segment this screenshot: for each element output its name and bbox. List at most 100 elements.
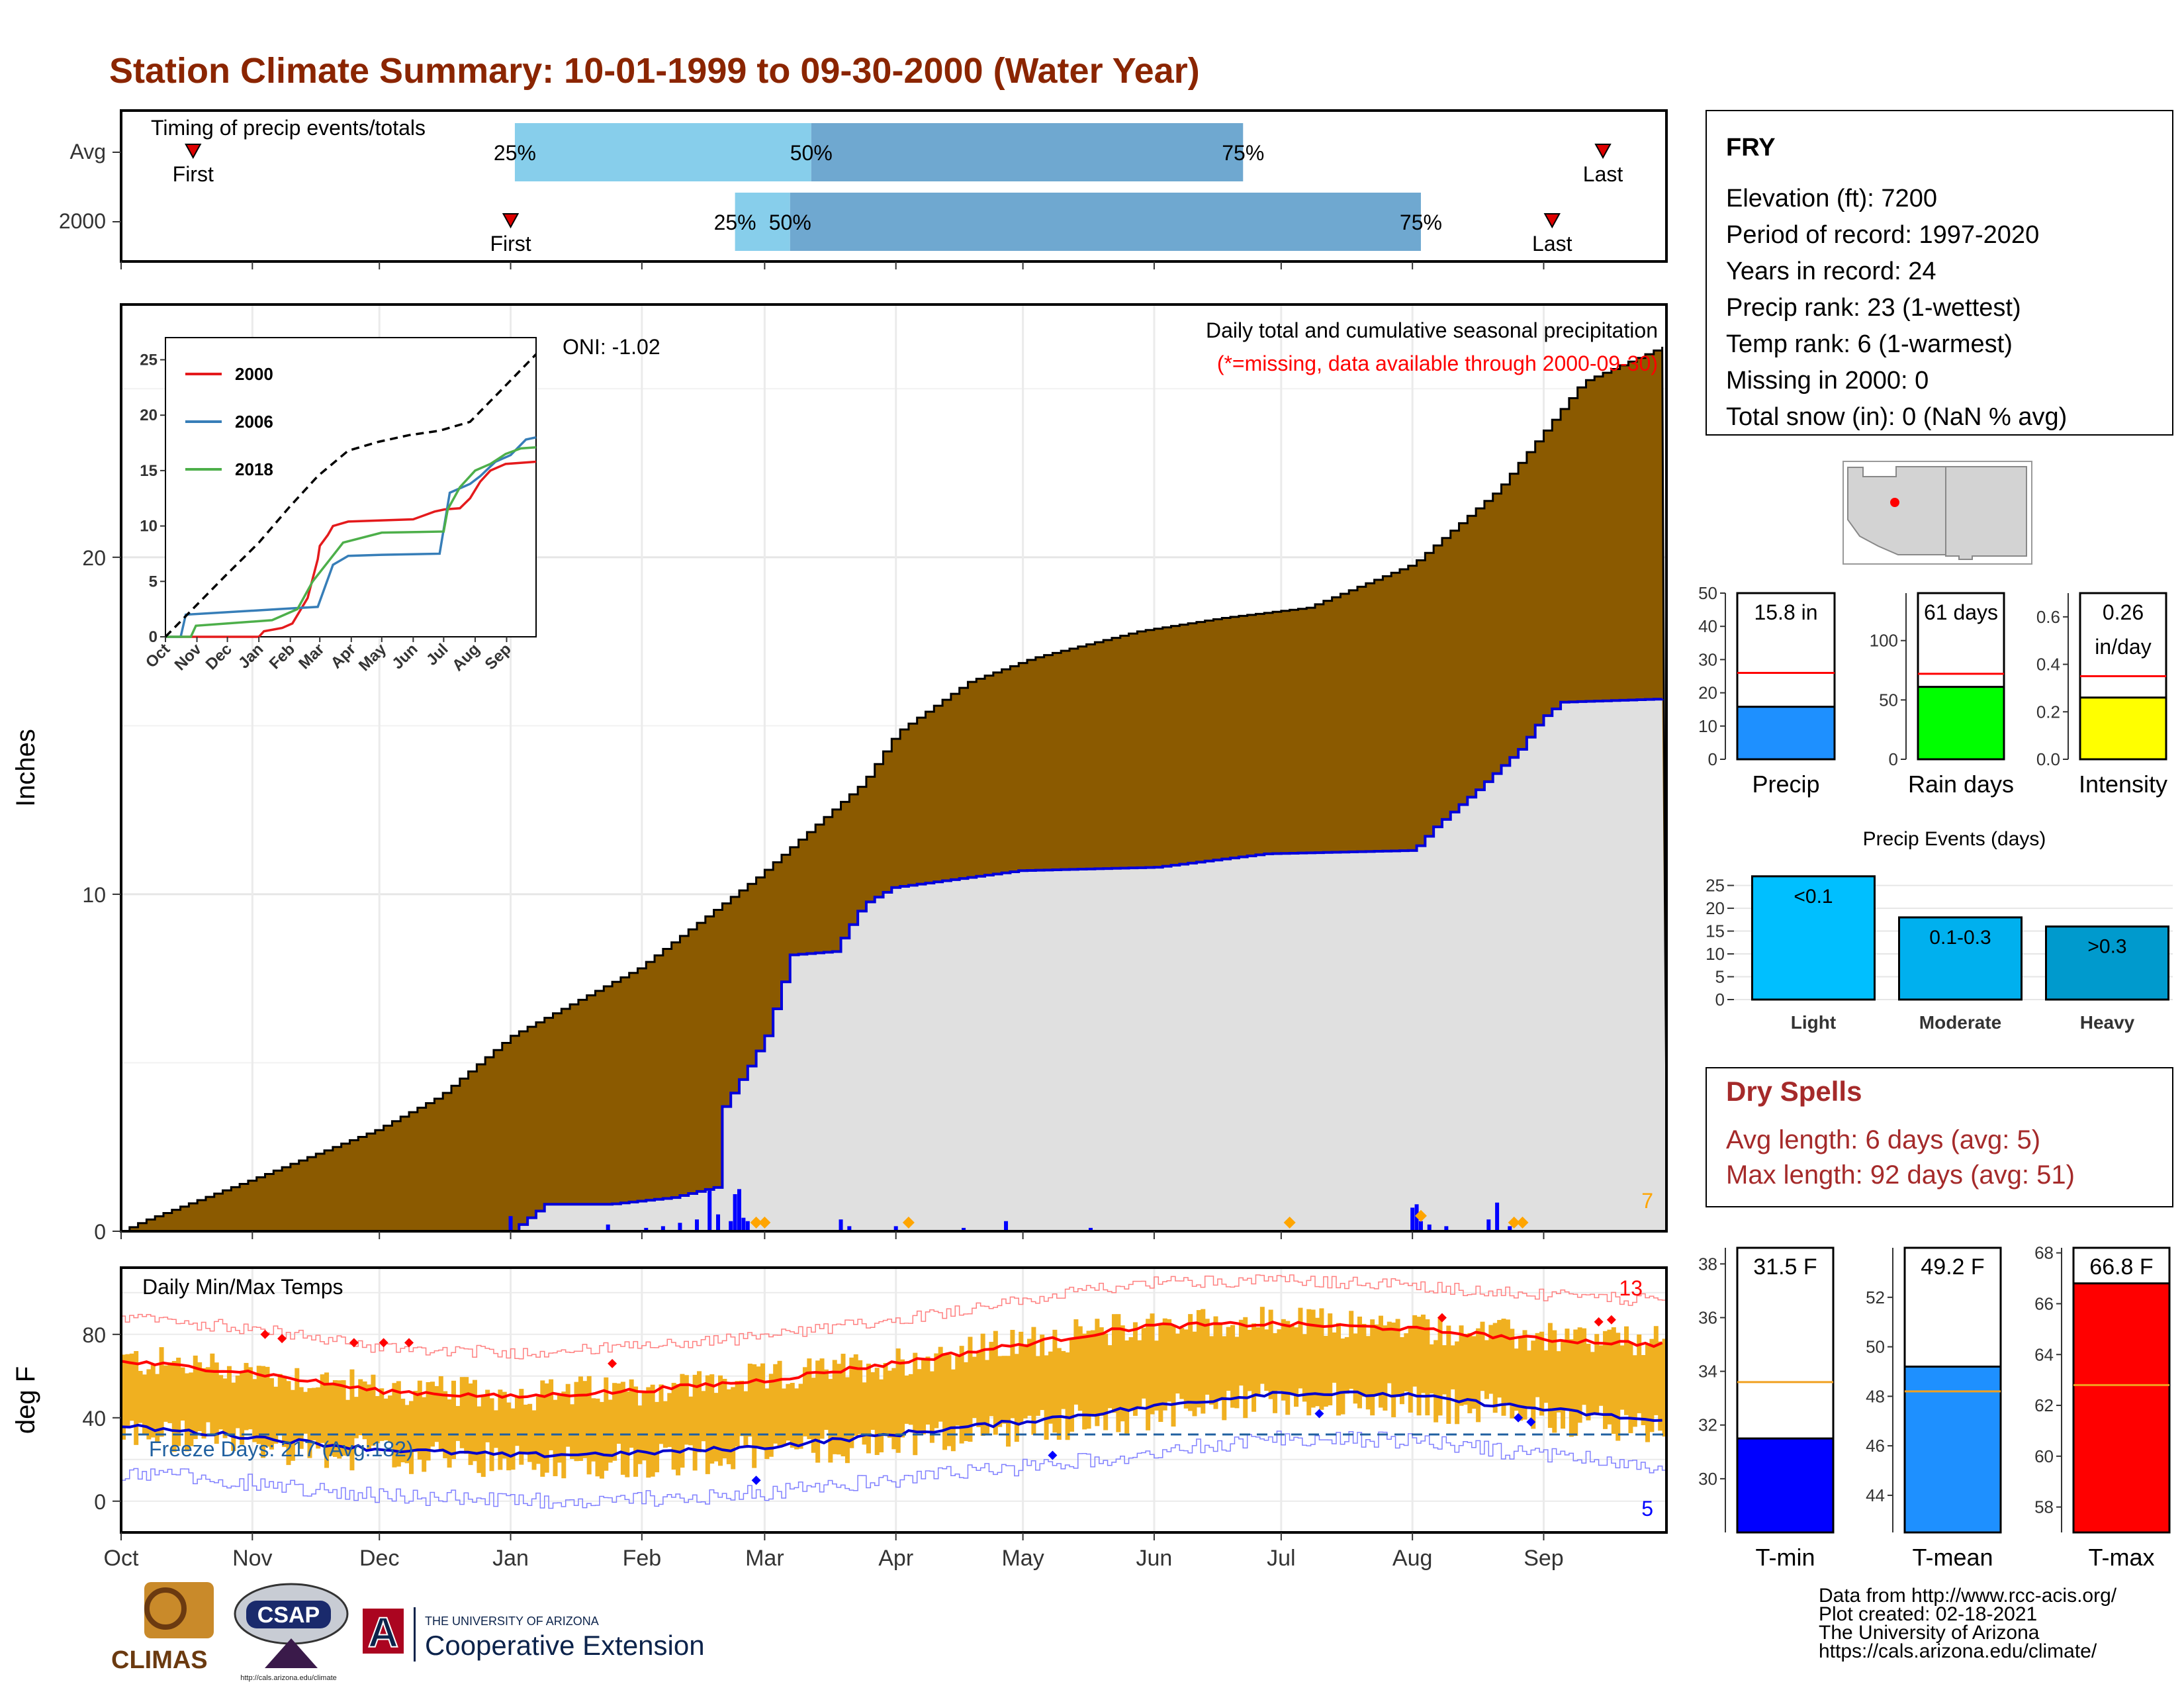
daily-temp-range-bar xyxy=(929,1371,934,1443)
mini-chart-t-min: 30 32 34 36 38 31.5 F T-min xyxy=(1698,1246,1835,1571)
daily-temp-range-bar xyxy=(1505,1319,1510,1403)
precip-events-y-tick-label: 20 xyxy=(1706,898,1725,918)
record-high-marker xyxy=(379,1338,388,1348)
daily-precip-bar xyxy=(1427,1224,1432,1231)
daily-temp-range-bar xyxy=(1001,1356,1007,1424)
record-high-marker xyxy=(608,1358,617,1368)
daily-temp-range-bar xyxy=(1391,1322,1396,1417)
daily-precip-bar xyxy=(1486,1219,1491,1231)
daily-temp-range-bar xyxy=(1319,1308,1324,1410)
daily-temp-range-bar xyxy=(955,1354,960,1426)
daily-temp-range-bar xyxy=(176,1357,181,1446)
daily-temp-range-bar xyxy=(197,1362,203,1431)
mini-chart-y-tick-label: 50 xyxy=(1698,583,1717,603)
station-name: FRY xyxy=(1726,134,1776,162)
mini-chart-value-label: 31.5 F xyxy=(1753,1254,1817,1280)
dry-spells-avg: Avg length: 6 days (avg: 5) xyxy=(1726,1125,2040,1154)
daily-temp-range-bar xyxy=(946,1354,952,1446)
daily-temp-range-bar xyxy=(455,1405,461,1441)
daily-temp-range-bar xyxy=(1543,1350,1549,1403)
daily-precip-bar xyxy=(733,1194,737,1231)
station-snow: Total snow (in): 0 (NaN % avg) xyxy=(1726,403,2067,431)
daily-temp-range-bar xyxy=(502,1391,507,1459)
daily-temp-range-bar xyxy=(841,1354,846,1457)
daily-temp-range-bar xyxy=(1641,1355,1646,1426)
daily-temp-range-bar xyxy=(862,1382,867,1445)
daily-temp-range-bar xyxy=(1649,1338,1655,1432)
daily-temp-range-bar xyxy=(837,1364,842,1455)
daily-temp-range-bar xyxy=(303,1391,308,1434)
daily-temp-range-bar xyxy=(997,1356,1003,1427)
daily-temp-range-bar xyxy=(451,1380,456,1460)
timing-q25-q50-bar xyxy=(514,123,811,181)
precip-x-axis xyxy=(120,1231,1545,1239)
daily-temp-range-bar xyxy=(764,1388,770,1460)
daily-temp-range-bar xyxy=(641,1393,647,1461)
climas-logo-text: CLIMAS xyxy=(111,1646,208,1674)
daily-temp-range-bar xyxy=(125,1354,130,1427)
daily-temp-range-bar xyxy=(1310,1309,1316,1408)
csap-logo[interactable]: CSAP http://cals.arizona.edu/climate xyxy=(234,1583,349,1682)
footer-line-data: Data from http://www.rcc-acis.org/ xyxy=(1819,1585,2117,1607)
daily-temp-range-bar xyxy=(1510,1329,1515,1419)
mini-chart-value-bar xyxy=(2079,696,2167,761)
climas-logo[interactable]: CLIMAS xyxy=(111,1582,214,1674)
timing-q50-q75-bar xyxy=(811,123,1244,181)
precip-events-bar xyxy=(1898,916,2023,1001)
daily-temp-range-bar xyxy=(1167,1319,1172,1402)
daily-temp-range-bar xyxy=(815,1360,821,1463)
daily-temp-range-bar xyxy=(819,1358,825,1439)
daily-temp-range-bar xyxy=(743,1391,749,1448)
inset-y-tick-label: 20 xyxy=(140,406,158,424)
daily-temp-range-bar xyxy=(404,1405,410,1464)
ua-cooperative-extension-logo[interactable]: A THE UNIVERSITY OF ARIZONA Cooperative … xyxy=(363,1607,705,1662)
mini-chart-value-bar xyxy=(1736,706,1836,761)
daily-temp-range-bar xyxy=(680,1374,685,1468)
station-info-frame xyxy=(1706,110,2173,436)
daily-temp-range-bar xyxy=(578,1376,583,1461)
daily-temp-range-bar xyxy=(1035,1356,1040,1416)
daily-precip-bar xyxy=(1410,1207,1415,1231)
precip-extreme-marker xyxy=(1414,1209,1427,1222)
daily-temp-range-bar xyxy=(1179,1328,1185,1399)
daily-temp-range-bar xyxy=(1624,1326,1629,1415)
mini-chart-y-tick-label: 50 xyxy=(1866,1337,1885,1357)
precip-events-bar xyxy=(1751,875,1876,1001)
inset-line-2006 xyxy=(165,436,537,638)
timing-row-label: Avg xyxy=(69,140,106,164)
daily-temp-range-bar xyxy=(917,1369,922,1431)
daily-temp-range-bar xyxy=(811,1378,816,1453)
daily-temp-range-bar xyxy=(498,1389,503,1470)
daily-temp-range-bar xyxy=(976,1352,981,1427)
daily-temp-range-bar xyxy=(1315,1317,1320,1407)
daily-temp-range-bar xyxy=(1264,1329,1269,1391)
mini-chart-value-label: 61 days xyxy=(1924,600,1998,624)
daily-temp-range-bar xyxy=(853,1354,858,1436)
daily-temp-range-bar xyxy=(201,1368,206,1439)
daily-precip-bar xyxy=(716,1214,721,1231)
daily-temp-range-bar xyxy=(616,1383,621,1444)
precip-panel: Daily total and cumulative seasonal prec… xyxy=(11,303,1668,1244)
daily-temp-range-bar xyxy=(358,1379,363,1436)
daily-temp-range-bar xyxy=(781,1388,786,1445)
daily-temp-range-bar xyxy=(858,1360,863,1434)
daily-temp-range-bar xyxy=(1137,1340,1142,1409)
daily-temp-range-bar xyxy=(1302,1334,1307,1402)
daily-temp-range-bar xyxy=(142,1374,147,1436)
daily-temp-range-bar xyxy=(1446,1325,1451,1424)
footer-line-created: Plot created: 02-18-2021 xyxy=(1819,1603,2037,1625)
daily-temp-range-bar xyxy=(1349,1311,1354,1389)
daily-temp-range-bar xyxy=(1023,1344,1028,1419)
daily-temp-range-bar xyxy=(1501,1319,1506,1416)
daily-temp-range-bar xyxy=(383,1398,388,1440)
record-low-marker xyxy=(1526,1417,1536,1427)
mini-chart-value-bar xyxy=(1917,686,2005,761)
month-label: Aug xyxy=(1392,1546,1433,1571)
daily-temp-range-bar xyxy=(1141,1328,1146,1399)
mini-chart-y-tick-label: 46 xyxy=(1866,1436,1885,1456)
daily-temp-range-bar xyxy=(760,1363,765,1448)
daily-temp-range-bar xyxy=(1628,1342,1633,1434)
daily-temp-range-bar xyxy=(934,1353,939,1429)
daily-temp-range-bar xyxy=(1010,1329,1015,1419)
daily-temp-range-bar xyxy=(1459,1325,1464,1406)
